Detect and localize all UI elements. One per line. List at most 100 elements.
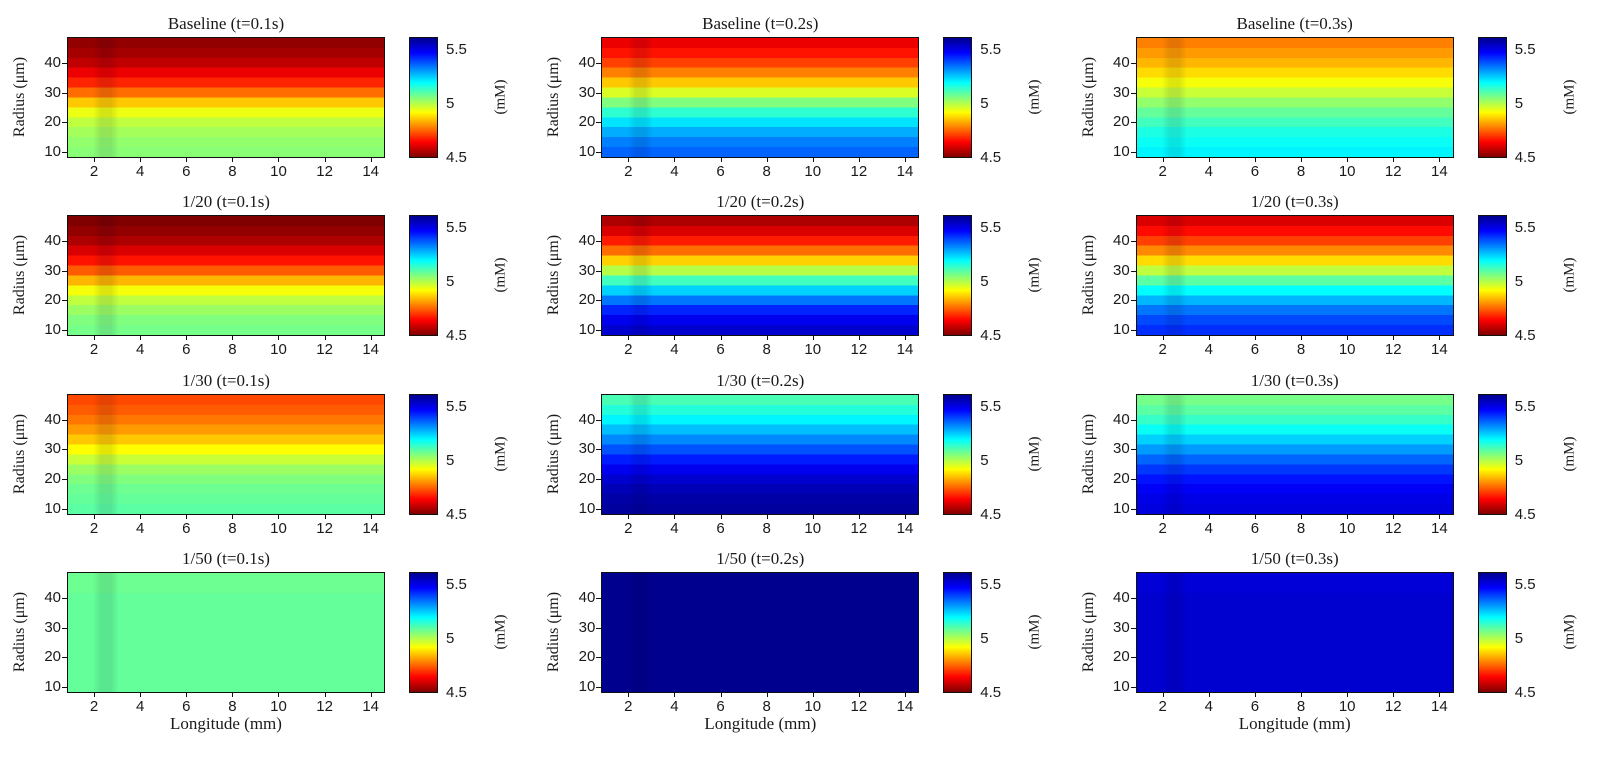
subplot-title: Baseline (t=0.1s) [167, 14, 285, 33]
y-tick-mark [596, 627, 602, 629]
y-axis-label: Radius (μm) [1079, 591, 1097, 673]
x-tick-mark [1254, 514, 1256, 519]
y-tick-label: 40 [578, 410, 596, 428]
x-tick-label: 10 [270, 519, 287, 537]
x-tick-mark [904, 693, 906, 697]
low-concentration-stripe [1161, 394, 1188, 514]
y-tick-label: 10 [578, 499, 596, 517]
x-tick-label: 2 [1158, 698, 1167, 715]
y-tick-label: 20 [1113, 648, 1130, 666]
colorbar-tick-label: 4.5 [446, 505, 467, 523]
x-tick-label: 4 [670, 519, 679, 537]
x-tick-label: 8 [762, 698, 771, 715]
x-tick-label: 10 [1338, 341, 1356, 359]
x-tick-mark [1162, 336, 1164, 341]
x-tick-label: 14 [1431, 519, 1448, 537]
y-tick-mark [1130, 122, 1136, 124]
x-tick-mark [94, 514, 96, 519]
x-tick-mark [766, 514, 768, 519]
y-tick-mark [62, 686, 67, 688]
x-tick-mark [674, 514, 676, 519]
y-tick-mark [596, 300, 602, 302]
x-tick-mark [858, 514, 860, 519]
x-tick-label: 2 [624, 698, 633, 715]
x-tick-mark [1347, 693, 1349, 697]
low-concentration-stripe [627, 38, 653, 157]
low-concentration-stripe [93, 38, 119, 157]
colorbar-unit-label: (mM) [492, 436, 509, 472]
y-tick-mark [1130, 508, 1136, 510]
x-tick-label: 4 [670, 163, 679, 180]
y-tick-mark [62, 627, 67, 629]
x-tick-label: 6 [182, 698, 191, 715]
y-tick-label: 10 [44, 677, 61, 695]
y-tick-label: 30 [44, 618, 61, 636]
x-tick-label: 4 [1204, 519, 1213, 537]
colorbar-tick-label: 5.5 [446, 40, 467, 58]
y-tick-label: 20 [1113, 291, 1130, 309]
x-tick-label: 10 [270, 341, 287, 359]
y-tick-label: 30 [578, 83, 596, 101]
colorbar-tick-label: 5.5 [446, 575, 467, 593]
x-tick-label: 14 [362, 519, 380, 537]
x-tick-label: 6 [1250, 341, 1260, 359]
heatmap [601, 37, 920, 158]
y-tick-mark [1130, 686, 1136, 688]
x-tick-mark [1301, 693, 1303, 697]
y-tick-label: 40 [578, 588, 596, 606]
x-tick-mark [370, 336, 372, 341]
colorbar-tick-label: 4.5 [980, 505, 1002, 523]
colorbar-tick-label: 4.5 [1514, 684, 1536, 701]
x-tick-label: 2 [624, 519, 633, 537]
low-concentration-stripe [627, 216, 653, 336]
y-tick-label: 20 [44, 648, 61, 666]
x-tick-mark [628, 693, 630, 697]
y-tick-mark [1130, 241, 1136, 243]
y-tick-label: 20 [1113, 113, 1130, 131]
colorbar-unit-label: (mM) [1026, 436, 1043, 472]
y-axis-label: Radius (μm) [545, 56, 563, 138]
y-tick-label: 10 [44, 142, 61, 160]
x-tick-label: 6 [182, 341, 191, 359]
colorbar-tick-label: 5.5 [1514, 575, 1536, 593]
y-tick-mark [1130, 419, 1136, 421]
x-tick-mark [1393, 514, 1395, 519]
subplot: Baseline (t=0.1s) Radius (μm) 2 4 6 8 10 12 14… [0, 0, 534, 180]
x-tick-mark [674, 336, 676, 341]
x-tick-mark [904, 158, 906, 162]
y-axis-label: Radius (μm) [1079, 235, 1097, 316]
y-tick-mark [1130, 151, 1136, 153]
x-tick-mark [232, 693, 234, 697]
y-tick-mark [596, 597, 602, 599]
y-tick-mark [596, 657, 602, 659]
x-tick-mark [278, 693, 280, 697]
colorbar-tick-label: 4.5 [1514, 505, 1536, 523]
y-tick-mark [62, 330, 67, 332]
x-tick-label: 12 [850, 698, 868, 715]
x-tick-mark [674, 693, 676, 697]
colorbar-tick-label: 5 [446, 451, 455, 469]
y-tick-label: 10 [1113, 142, 1130, 160]
y-tick-label: 10 [578, 142, 596, 160]
x-tick-label: 6 [716, 341, 725, 359]
x-tick-label: 8 [762, 519, 771, 537]
y-tick-mark [596, 508, 602, 510]
x-tick-label: 4 [670, 698, 679, 715]
y-tick-mark [1130, 449, 1136, 451]
x-tick-mark [766, 158, 768, 162]
x-tick-label: 4 [135, 519, 145, 537]
colorbar-unit-label: (mM) [1561, 436, 1578, 472]
x-tick-mark [858, 158, 860, 162]
y-tick-label: 40 [44, 232, 61, 250]
x-tick-mark [186, 336, 188, 341]
x-tick-label: 2 [89, 341, 99, 359]
x-tick-label: 10 [804, 698, 822, 715]
y-tick-mark [1130, 597, 1136, 599]
colorbar [409, 393, 438, 515]
y-tick-label: 30 [1113, 440, 1130, 458]
y-tick-mark [596, 419, 602, 421]
x-tick-mark [1439, 693, 1441, 697]
heatmap [601, 215, 920, 337]
colorbar [943, 215, 973, 337]
subplot-title: 1/30 (t=0.1s) [182, 370, 270, 390]
